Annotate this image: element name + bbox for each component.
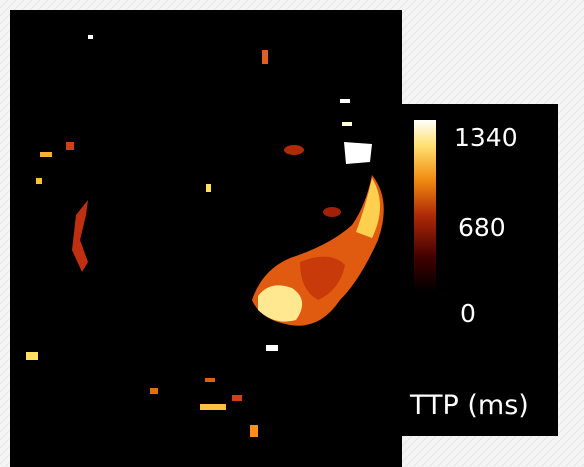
colorbar bbox=[414, 120, 436, 292]
colorbar-tick: 1340 bbox=[454, 123, 518, 152]
colorbar-label: TTP (ms) bbox=[409, 390, 529, 421]
colorbar-tick: 680 bbox=[458, 213, 506, 242]
figure: 1340 680 0 TTP (ms) bbox=[0, 0, 584, 467]
page: 1340 680 0 TTP (ms) (() => { const data … bbox=[0, 0, 584, 467]
perfusion-map bbox=[10, 10, 402, 467]
colorbar-tick: 0 bbox=[460, 299, 476, 328]
